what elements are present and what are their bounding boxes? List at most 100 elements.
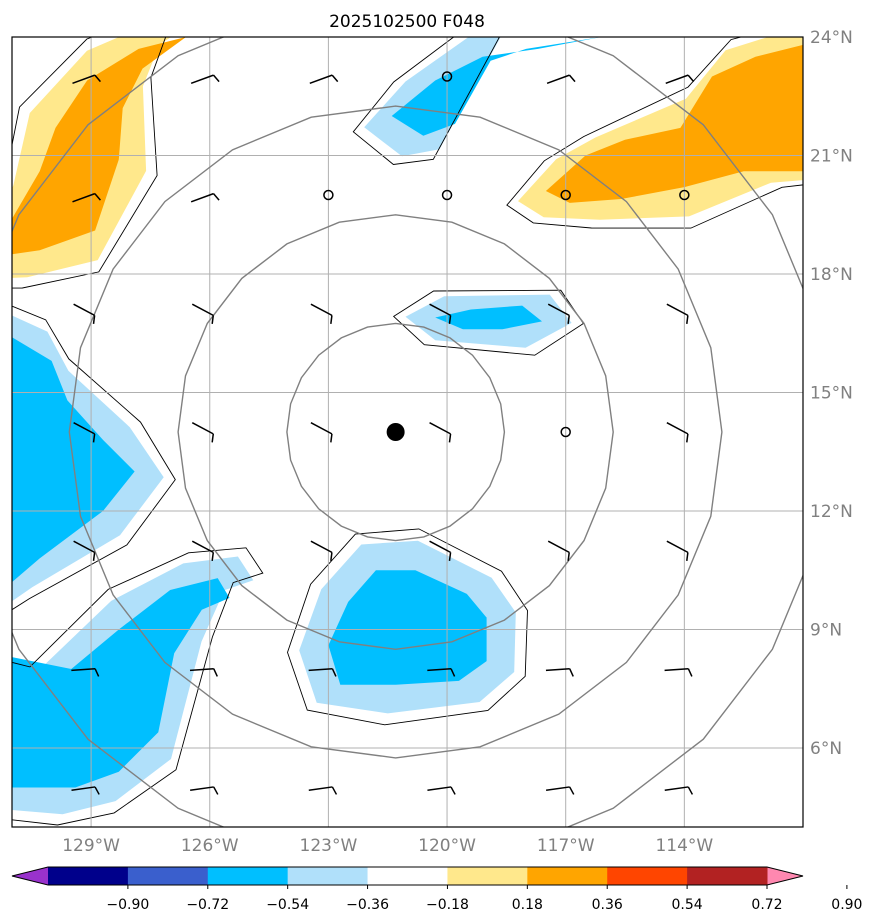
colorbar-label: 0.90 (831, 897, 862, 913)
barb-shaft (73, 303, 95, 317)
shade-core (12, 578, 230, 788)
calm-markers (323, 71, 690, 438)
calm-marker (560, 426, 571, 438)
barb-shaft (666, 540, 689, 554)
barb-shaft (547, 540, 570, 554)
barb-flag (331, 74, 339, 83)
wind-barb (546, 74, 576, 84)
barb-flag (330, 552, 333, 561)
barb-flag (450, 786, 456, 795)
calm-marker (441, 71, 453, 82)
barb-flag (211, 433, 215, 443)
barb-flag (94, 786, 100, 795)
wind-barb (545, 667, 574, 677)
shade-core (545, 44, 803, 203)
barb-flag (686, 552, 689, 561)
center-dot (386, 423, 405, 441)
colorbar-extend-low (12, 867, 48, 885)
colorbar-segment (687, 867, 768, 885)
colorbar-segment (367, 867, 448, 885)
colorbar (11, 866, 804, 886)
barb-flag (330, 433, 333, 443)
barb-flag (330, 315, 333, 324)
wind-barb (666, 540, 689, 561)
contour-line (12, 37, 167, 289)
barb-shaft (547, 303, 570, 317)
wind-barb (666, 303, 689, 324)
barb-shaft (427, 786, 452, 791)
colorbar-extend-high (767, 867, 803, 885)
wind-barb (429, 303, 452, 324)
x-tick-label: 120°W (418, 836, 476, 856)
barb-shaft (71, 786, 96, 791)
barb-flag (211, 552, 215, 561)
barb-flag (448, 552, 452, 561)
barb-shaft (665, 74, 689, 84)
barb-shaft (308, 786, 333, 791)
contour-line (352, 37, 500, 165)
y-tick-label: 12°N (810, 502, 853, 522)
barb-flag (92, 552, 96, 561)
barb-flag (331, 668, 337, 677)
wind-barb (191, 422, 215, 443)
barb-flag (567, 315, 570, 324)
barb-flag (212, 193, 220, 201)
barb-flag (92, 433, 96, 443)
barb-shaft (191, 540, 214, 554)
contour-line (12, 305, 176, 611)
colorbar-label: 0.36 (592, 897, 623, 913)
wind-barb (310, 303, 333, 324)
y-tick-label: 24°N (810, 28, 853, 48)
barb-flag (569, 786, 575, 795)
colorbar-segment (48, 867, 129, 885)
barb-flag (686, 315, 689, 324)
wind-barb (73, 422, 96, 443)
colorbar-segment (527, 867, 608, 885)
chart-title: 2025102500 F048 (329, 12, 485, 32)
wind-barb (72, 74, 101, 84)
barb-shaft (71, 667, 96, 672)
barb-flag (567, 552, 570, 561)
wind-barb (73, 303, 96, 324)
barb-flag (448, 315, 452, 324)
barb-flag (94, 193, 101, 201)
barb-shaft (309, 74, 333, 84)
range-ring (12, 37, 803, 827)
colorbar-label: 0.18 (512, 897, 543, 913)
y-tick-label: 18°N (810, 265, 853, 285)
barb-flag (212, 74, 220, 83)
barb-flag (94, 668, 100, 677)
y-tick-label: 6°N (810, 739, 842, 759)
x-tick-label: 126°W (181, 836, 239, 856)
colorbar-label: 0.72 (751, 897, 782, 913)
barb-shaft (429, 422, 451, 435)
barb-flag (568, 74, 576, 83)
map-area (12, 37, 803, 827)
barb-shaft (666, 303, 689, 317)
wind-barb (429, 540, 452, 561)
barb-shaft (429, 540, 451, 554)
wind-barb (309, 74, 339, 84)
barb-shaft (429, 303, 451, 317)
barb-flag (569, 668, 574, 677)
barb-shaft (666, 422, 689, 435)
contour-line (287, 528, 528, 726)
barb-shaft (545, 786, 570, 791)
wind-barb (665, 74, 695, 84)
wind-barb (189, 667, 218, 677)
barb-flag (687, 786, 694, 795)
colorbar-segment (207, 867, 289, 885)
barb-flag (687, 668, 693, 677)
wind-barb (308, 786, 338, 795)
barb-shaft (73, 540, 95, 554)
calm-marker (441, 189, 453, 201)
y-tick-label: 9°N (810, 621, 842, 641)
barb-shaft (72, 74, 96, 84)
barb-shaft (664, 667, 689, 672)
barb-shaft (190, 192, 214, 203)
wind-barb (71, 786, 100, 795)
range-ring (177, 214, 614, 651)
wind-barb (308, 667, 337, 677)
calm-marker (323, 189, 334, 201)
